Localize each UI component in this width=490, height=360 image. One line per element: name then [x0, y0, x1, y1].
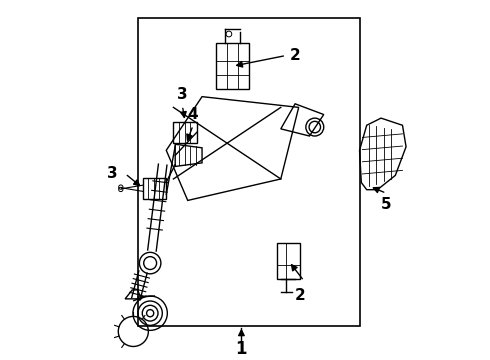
Text: 5: 5: [381, 197, 392, 212]
Text: 4: 4: [188, 107, 198, 122]
Text: 1: 1: [236, 340, 247, 358]
Bar: [173, 122, 196, 143]
Bar: [138, 18, 360, 326]
Bar: [217, 43, 248, 90]
Text: 3: 3: [107, 166, 118, 181]
Bar: [277, 243, 300, 279]
Text: 3: 3: [177, 87, 188, 102]
Text: 2: 2: [295, 288, 306, 303]
Text: 2: 2: [290, 48, 300, 63]
Bar: [143, 178, 166, 199]
